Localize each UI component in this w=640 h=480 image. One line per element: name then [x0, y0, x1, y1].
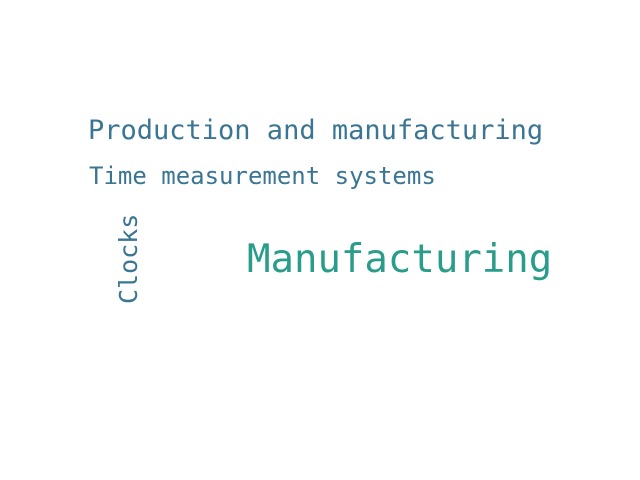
word-manufacturing: Manufacturing — [247, 237, 553, 282]
word-clocks: Clocks — [114, 213, 143, 304]
word-time-measurement-systems: Time measurement systems — [89, 162, 436, 190]
word-production-and-manufacturing: Production and manufacturing — [88, 115, 544, 146]
